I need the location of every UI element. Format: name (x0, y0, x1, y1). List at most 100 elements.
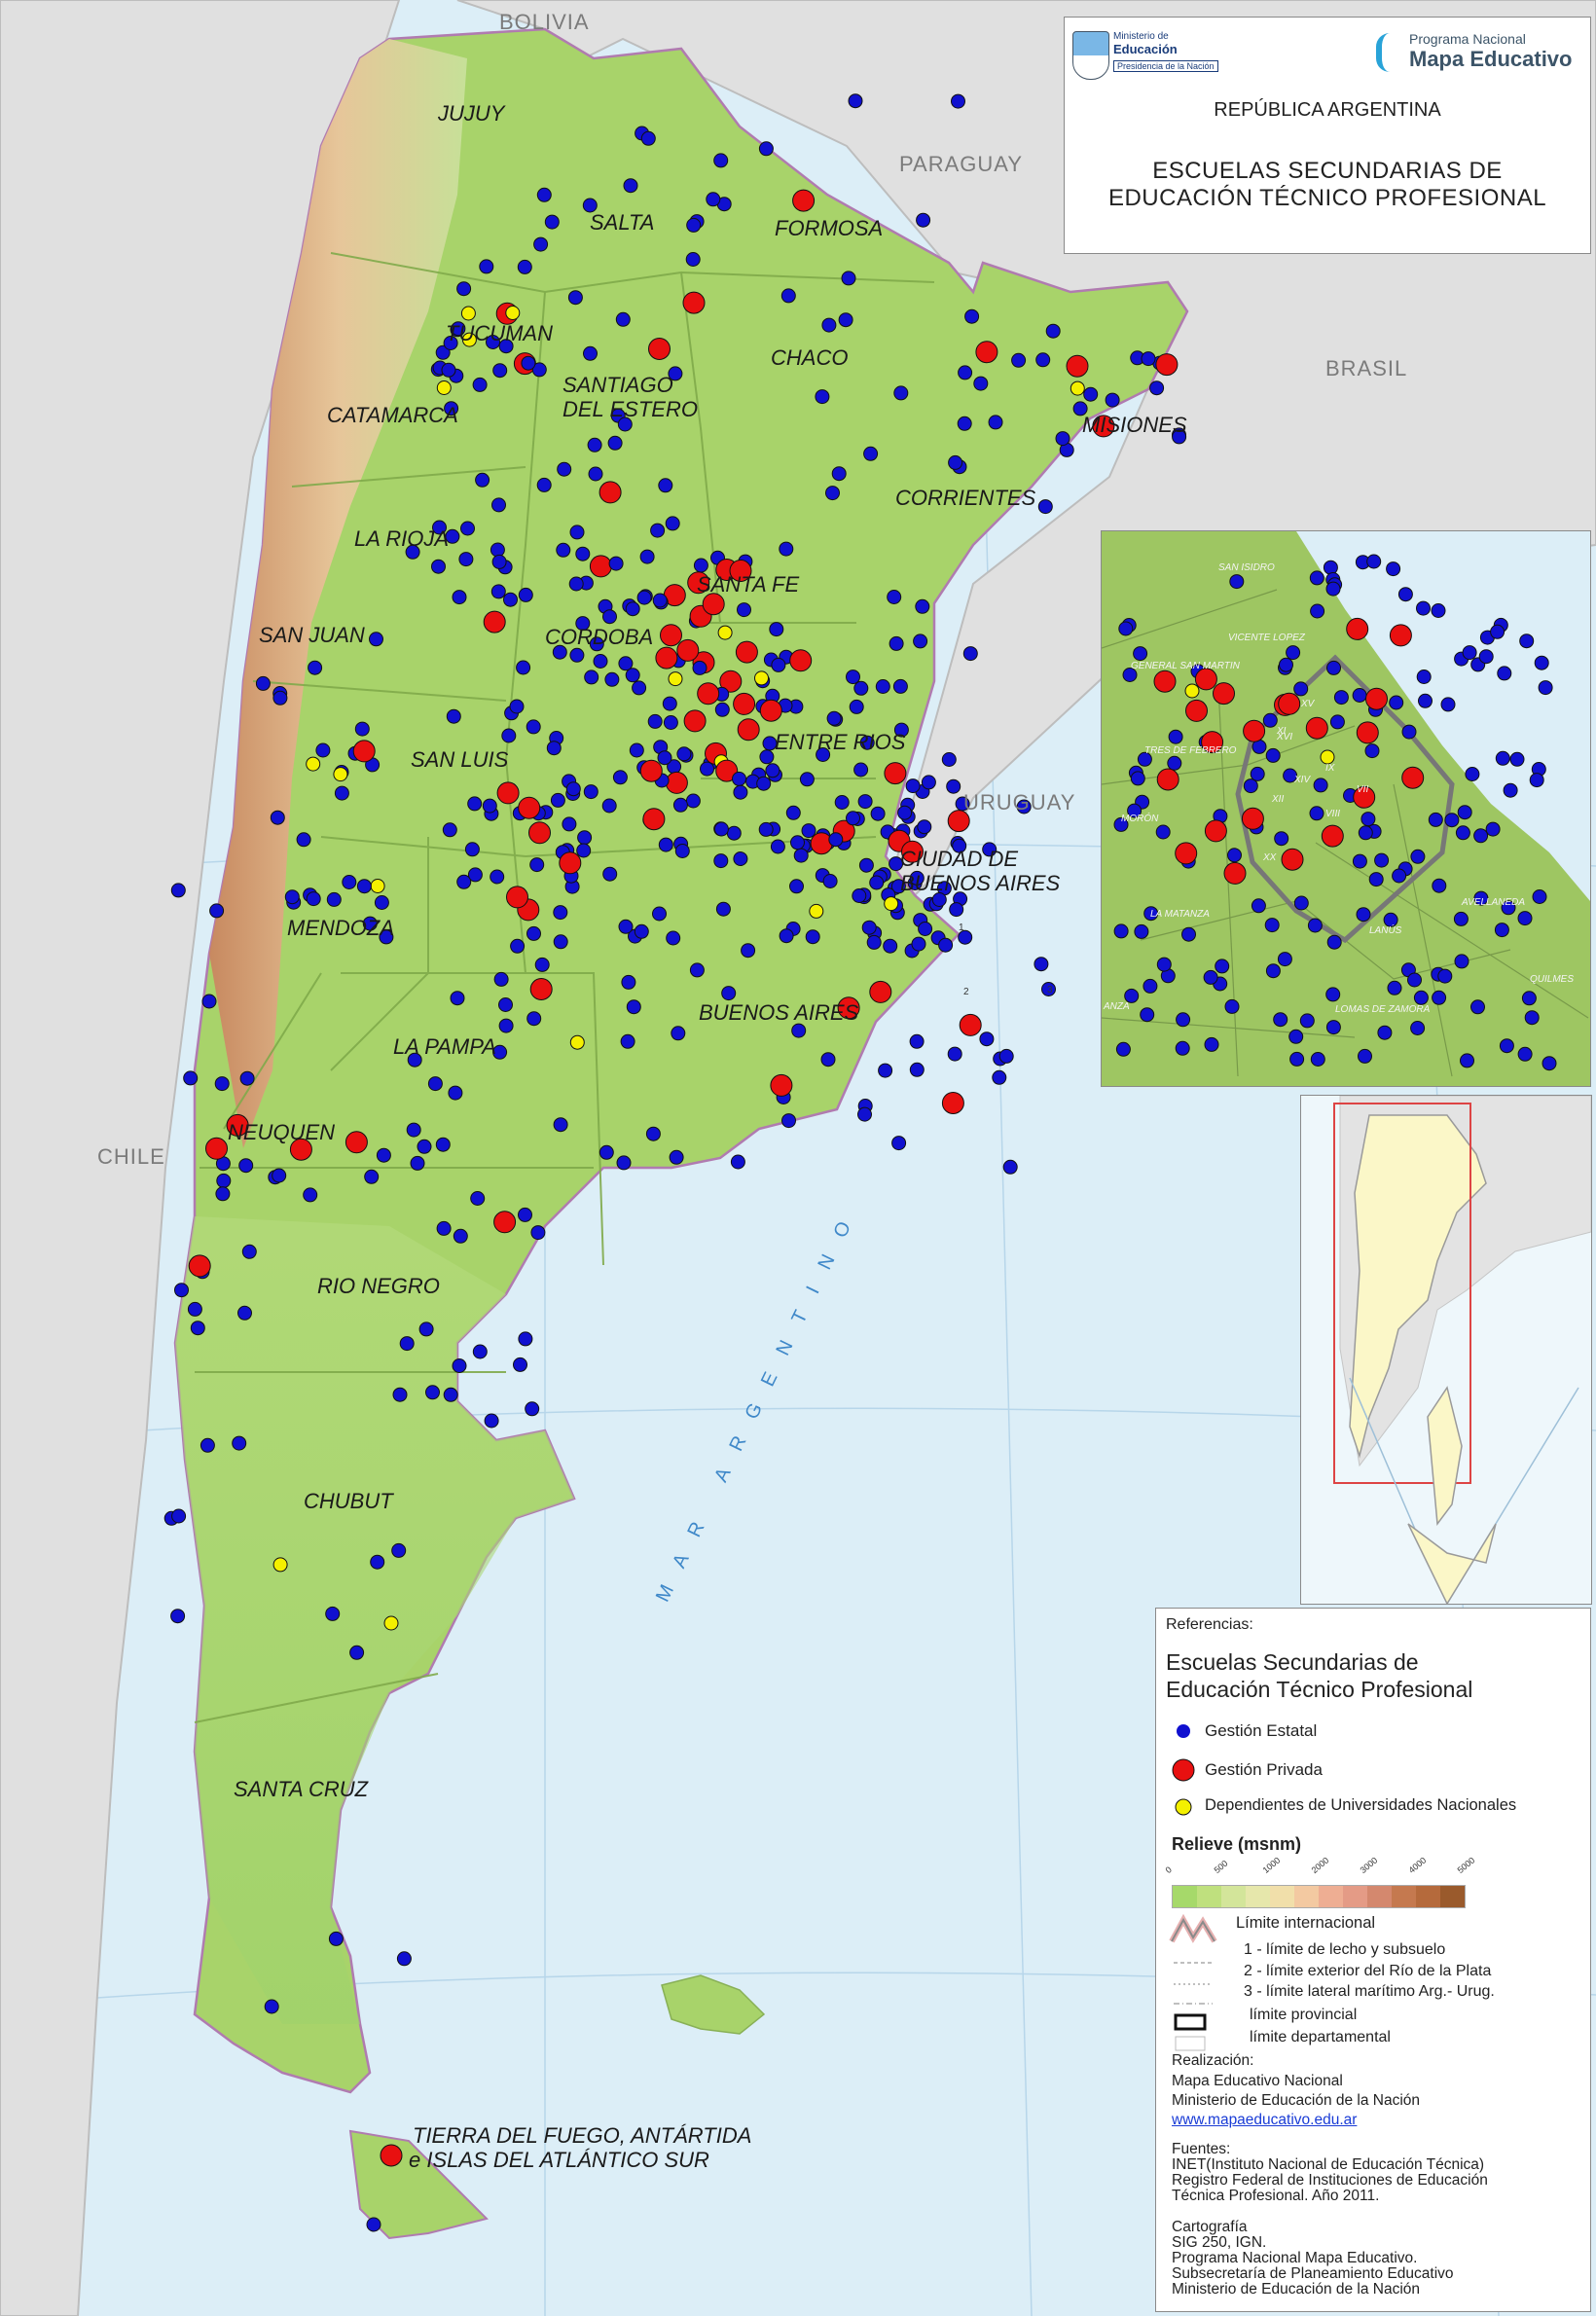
school-point-state[interactable] (1326, 934, 1342, 950)
school-point-state[interactable] (491, 554, 507, 569)
school-point-private[interactable] (837, 996, 860, 1020)
school-point-university[interactable] (436, 380, 452, 395)
school-point-university[interactable] (1184, 683, 1200, 699)
school-point-state[interactable] (604, 671, 620, 687)
school-point-private[interactable] (792, 189, 816, 212)
school-point-state[interactable] (859, 735, 875, 750)
school-point-state[interactable] (501, 728, 517, 743)
school-point-state[interactable] (553, 905, 568, 921)
school-point-university[interactable] (569, 1034, 585, 1050)
school-point-state[interactable] (562, 816, 577, 832)
school-point-state[interactable] (588, 466, 603, 482)
school-point-state[interactable] (484, 1413, 499, 1429)
school-point-state[interactable] (762, 736, 778, 751)
school-point-state[interactable] (214, 1076, 230, 1092)
school-point-private[interactable] (1204, 819, 1227, 843)
school-point-state[interactable] (771, 657, 786, 672)
school-point-private[interactable] (496, 781, 520, 805)
school-point-state[interactable] (1416, 669, 1432, 684)
school-point-state[interactable] (1325, 1020, 1341, 1035)
school-point-state[interactable] (1517, 911, 1533, 926)
school-point-private[interactable] (598, 481, 622, 504)
school-point-state[interactable] (686, 217, 702, 233)
school-point-state[interactable] (889, 635, 904, 651)
school-point-state[interactable] (1113, 923, 1129, 939)
school-point-state[interactable] (1478, 649, 1494, 665)
school-point-state[interactable] (893, 722, 909, 738)
school-point-state[interactable] (957, 416, 972, 431)
school-point-state[interactable] (866, 934, 882, 950)
school-point-state[interactable] (1288, 1029, 1304, 1044)
school-point-state[interactable] (1264, 918, 1280, 933)
school-point-state[interactable] (826, 710, 842, 726)
school-point-state[interactable] (1293, 681, 1309, 697)
school-point-state[interactable] (464, 842, 480, 857)
school-point-state[interactable] (973, 376, 989, 391)
school-point-state[interactable] (1389, 695, 1404, 710)
school-point-state[interactable] (445, 528, 460, 544)
school-point-state[interactable] (890, 879, 906, 894)
school-point-state[interactable] (791, 1023, 807, 1038)
school-point-state[interactable] (789, 879, 804, 894)
school-point-state[interactable] (602, 866, 618, 882)
school-point-state[interactable] (531, 362, 547, 378)
school-point-state[interactable] (272, 690, 288, 706)
school-point-state[interactable] (453, 1228, 468, 1244)
school-point-state[interactable] (669, 1149, 684, 1165)
school-point-state[interactable] (870, 806, 886, 821)
school-point-state[interactable] (552, 644, 567, 660)
school-point-private[interactable] (884, 762, 907, 785)
school-point-state[interactable] (1325, 987, 1341, 1002)
school-point-state[interactable] (1397, 587, 1413, 602)
school-point-state[interactable] (838, 312, 853, 328)
school-point-state[interactable] (582, 198, 598, 213)
school-point-university[interactable] (272, 1557, 288, 1573)
school-point-state[interactable] (805, 929, 820, 945)
school-point-private[interactable] (352, 740, 376, 763)
school-point-state[interactable] (435, 344, 451, 360)
school-point-private[interactable] (188, 1254, 211, 1278)
school-point-state[interactable] (758, 141, 774, 157)
school-point-private[interactable] (1156, 768, 1179, 791)
school-point-state[interactable] (1299, 1013, 1315, 1029)
school-point-private[interactable] (719, 669, 743, 693)
school-point-state[interactable] (1529, 773, 1544, 788)
school-point-state[interactable] (518, 1331, 533, 1347)
school-point-state[interactable] (530, 1225, 546, 1241)
school-point-state[interactable] (1383, 912, 1398, 927)
school-point-private[interactable] (506, 886, 528, 909)
school-point-state[interactable] (525, 1401, 540, 1417)
school-point-state[interactable] (1115, 1041, 1131, 1057)
school-point-state[interactable] (1333, 690, 1349, 706)
school-point-state[interactable] (988, 415, 1003, 430)
school-point-state[interactable] (941, 752, 957, 767)
school-point-private[interactable] (682, 291, 706, 314)
school-point-state[interactable] (863, 446, 879, 461)
school-point-state[interactable] (713, 153, 729, 168)
school-point-state[interactable] (1143, 978, 1158, 994)
school-point-state[interactable] (1410, 849, 1426, 864)
school-point-state[interactable] (1499, 1038, 1514, 1054)
school-point-state[interactable] (1181, 926, 1196, 942)
school-point-state[interactable] (1055, 431, 1070, 447)
school-point-state[interactable] (589, 636, 604, 652)
school-point-private[interactable] (528, 821, 551, 845)
school-point-private[interactable] (289, 1138, 312, 1161)
school-point-state[interactable] (916, 212, 931, 228)
school-point-private[interactable] (205, 1137, 228, 1160)
school-point-state[interactable] (472, 377, 488, 392)
school-point-state[interactable] (759, 749, 775, 765)
school-point-state[interactable] (1279, 657, 1293, 672)
school-point-state[interactable] (730, 1154, 745, 1170)
school-point-state[interactable] (893, 385, 909, 401)
school-point-private[interactable] (1185, 699, 1208, 722)
school-point-state[interactable] (1141, 351, 1156, 367)
school-point-state[interactable] (209, 903, 225, 919)
school-point-state[interactable] (909, 1033, 925, 1049)
school-point-state[interactable] (315, 742, 331, 758)
school-point-state[interactable] (264, 1999, 279, 2014)
school-point-state[interactable] (1444, 813, 1460, 828)
school-point-state[interactable] (1366, 554, 1382, 569)
school-point-state[interactable] (1521, 991, 1537, 1006)
